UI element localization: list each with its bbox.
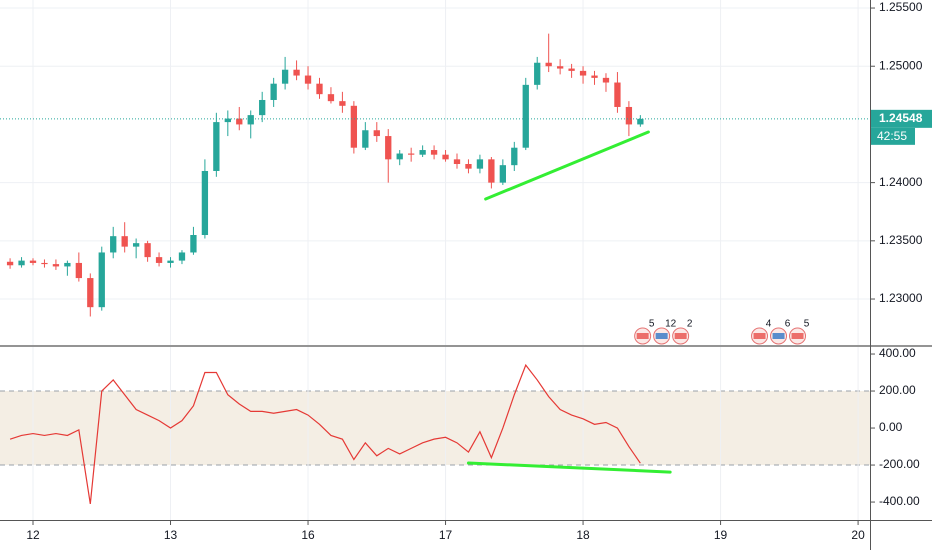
x-tick-label: 17	[439, 528, 453, 542]
candle-body	[545, 62, 552, 67]
x-tick-label: 19	[714, 528, 728, 542]
candle-body	[534, 62, 541, 85]
y-tick-label: -400.00	[879, 494, 920, 508]
event-flag	[772, 333, 785, 339]
candle-body	[201, 170, 209, 236]
candle-body	[568, 68, 575, 71]
x-tick-label: 18	[576, 528, 590, 542]
candle-body	[29, 260, 37, 263]
candle-body	[396, 153, 403, 160]
event-count: 12	[665, 319, 677, 330]
y-tick-label: -200.00	[879, 457, 920, 471]
trendline	[466, 461, 672, 474]
candle-body	[167, 260, 174, 263]
candle-body	[373, 130, 380, 137]
candle-body	[476, 159, 484, 169]
event-flag	[636, 333, 649, 339]
event-count: 6	[785, 319, 791, 330]
candle-body	[64, 262, 71, 267]
y-tick-label: 400.00	[879, 346, 916, 360]
candle-body	[499, 165, 506, 183]
countdown-box	[871, 127, 915, 145]
candle-body	[52, 264, 60, 267]
candle-body	[121, 236, 128, 247]
candle-body	[522, 84, 529, 148]
candle-body	[453, 159, 461, 165]
cci-band	[0, 391, 870, 466]
candle-body	[430, 150, 438, 155]
candle-body	[419, 150, 426, 155]
event-flag	[791, 333, 804, 339]
trendline	[484, 130, 650, 201]
candle-body	[213, 122, 220, 171]
x-tick-label: 13	[164, 528, 178, 542]
candle-body	[579, 70, 587, 76]
candle-body	[190, 235, 197, 253]
candle-body	[442, 154, 449, 160]
candle-body	[511, 147, 518, 166]
last-price-box	[871, 109, 932, 128]
event-count: 2	[687, 319, 693, 330]
candle-body	[75, 262, 82, 279]
candle-body	[270, 83, 277, 100]
candle-body	[465, 164, 472, 169]
y-tick-label: 1.24000	[879, 175, 923, 189]
event-count: 5	[649, 319, 655, 330]
candle-body	[408, 153, 415, 155]
candle-body	[110, 236, 117, 253]
candle-body	[247, 115, 254, 125]
candle-body	[259, 99, 266, 116]
candle-body	[625, 106, 633, 125]
x-tick-label: 20	[851, 528, 865, 542]
event-count: 4	[766, 319, 772, 330]
candle-body	[637, 118, 644, 125]
x-tick-label: 12	[26, 528, 40, 542]
y-tick-label: 200.00	[879, 383, 916, 397]
y-tick-label: 1.25500	[879, 0, 923, 14]
candle-body	[6, 261, 14, 266]
candle-body	[488, 159, 495, 183]
candle-body	[316, 83, 323, 95]
candle-body	[293, 69, 300, 76]
candle-body	[556, 66, 564, 69]
last-price-label: 1.24548	[879, 111, 923, 125]
event-flag	[674, 333, 687, 339]
candle-body	[614, 82, 621, 107]
candle-body	[385, 136, 392, 160]
event-count: 5	[804, 319, 810, 330]
candle-body	[362, 130, 369, 148]
y-tick-label: 0.00	[879, 420, 903, 434]
y-tick-label: 1.25000	[879, 58, 923, 72]
cci-line	[9, 363, 641, 504]
candle-body	[41, 262, 48, 265]
candle-body	[144, 243, 151, 258]
candle-body	[304, 75, 312, 84]
event-flag	[655, 333, 668, 339]
y-tick-label: 1.23000	[879, 291, 923, 305]
candle-body	[236, 118, 243, 125]
candle-body	[602, 77, 610, 83]
candle-body	[87, 278, 94, 308]
event-flag	[753, 333, 766, 339]
candle-body	[98, 252, 105, 308]
candle-body	[591, 75, 598, 78]
candle-body	[132, 243, 140, 247]
candle-body	[339, 101, 346, 106]
candle-body	[224, 118, 231, 123]
countdown-label: 42:55	[877, 129, 907, 143]
candle-body	[18, 260, 25, 266]
candle-body	[281, 69, 289, 84]
candle-body	[178, 252, 186, 261]
candle-body	[155, 257, 163, 263]
y-tick-label: 1.23500	[879, 233, 923, 247]
x-tick-label: 16	[301, 528, 315, 542]
candle-body	[350, 105, 358, 148]
candle-body	[327, 94, 335, 102]
